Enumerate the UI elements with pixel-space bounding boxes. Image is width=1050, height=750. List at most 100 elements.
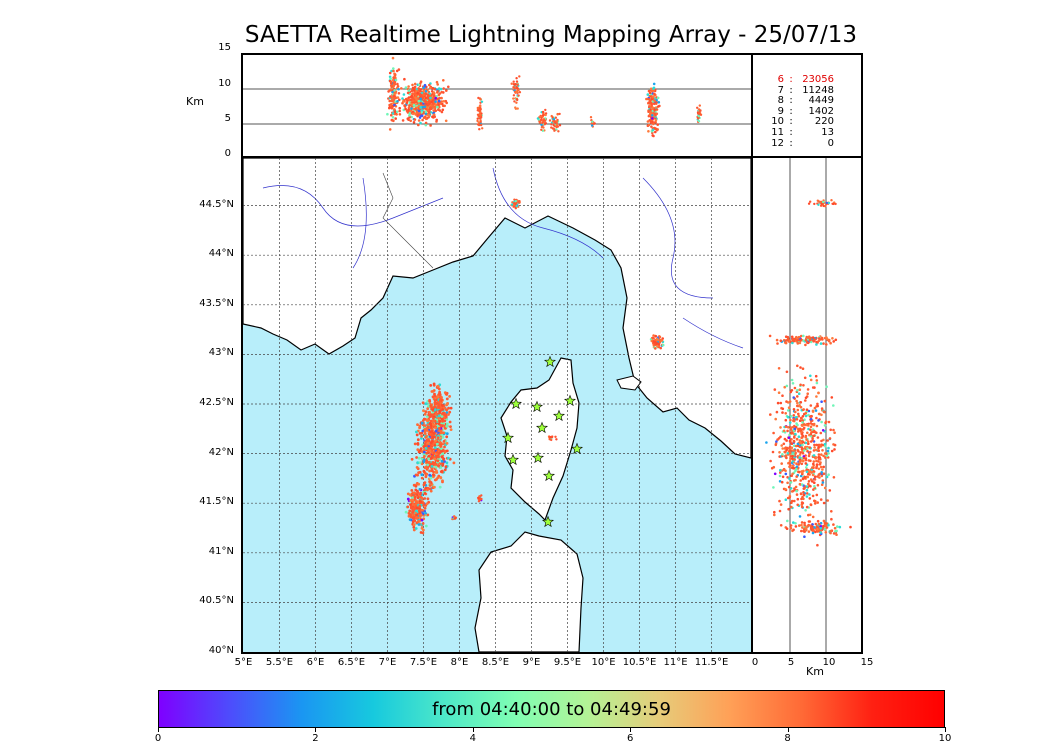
station-stat-number: 8 xyxy=(777,95,784,107)
station-stat-separator: : xyxy=(789,126,793,138)
colorbar-time-range: from 04:40:00 to 04:49:59 xyxy=(432,698,671,720)
longitude-label: 7.5°E xyxy=(409,657,438,668)
station-stat-separator: : xyxy=(789,105,793,117)
latitude-label: 40°N xyxy=(208,645,234,656)
colorbar-tick-mark xyxy=(472,727,474,732)
longitude-label: 10°E xyxy=(591,657,616,668)
station-star-icon xyxy=(541,515,555,528)
longitude-label: 6.5°E xyxy=(337,657,366,668)
colorbar-tick-mark xyxy=(315,727,317,732)
sardinia-land xyxy=(474,531,584,652)
station-star-icon xyxy=(530,400,544,413)
page-title: SAETTA Realtime Lightning Mapping Array … xyxy=(244,22,858,48)
station-stats-table: 6:23056 7:11248 8:4449 9:1402 10:220 11:13 12:… xyxy=(760,74,850,150)
station-stat-number: 9 xyxy=(777,105,784,117)
station-stat-separator: : xyxy=(789,137,793,149)
colorbar-tick-mark xyxy=(158,727,159,732)
latitude-label: 44.5°N xyxy=(199,198,234,210)
station-star-icon xyxy=(506,453,520,466)
colorbar-tick-label: 6 xyxy=(627,733,634,744)
station-stat-row: 7:11248 xyxy=(760,84,850,97)
longitude-label: 9°E xyxy=(522,657,541,668)
longitude-label: 6°E xyxy=(306,657,325,668)
longitude-label: 5.5°E xyxy=(265,657,294,668)
station-stat-count: 11248 xyxy=(802,84,834,96)
longitude-label: 8.5°E xyxy=(481,657,510,668)
time-colorbar: from 04:40:00 to 04:49:59 xyxy=(158,690,945,728)
station-star-icon xyxy=(501,431,515,444)
rivers xyxy=(262,167,744,349)
station-star-icon xyxy=(509,397,523,410)
station-markers xyxy=(501,355,584,528)
station-stat-count: 4449 xyxy=(808,95,834,107)
colorbar-tick-mark xyxy=(630,727,632,732)
station-stat-separator: : xyxy=(789,95,793,107)
latitude-label: 42°N xyxy=(208,446,234,458)
station-stat-row: 6:23056 xyxy=(760,74,850,86)
longitude-label: 8°E xyxy=(450,657,469,668)
station-stat-number: 11 xyxy=(771,126,784,138)
colorbar-tick-label: 4 xyxy=(469,733,476,744)
colorbar-tick-mark xyxy=(945,727,946,732)
elba-island xyxy=(616,375,642,391)
station-stat-row: 9: 1402 xyxy=(760,105,850,118)
station-stat-count: 23056 xyxy=(802,74,834,85)
station-stat-row: 11: 13 xyxy=(760,126,850,139)
altitude-tick: 5 xyxy=(224,113,231,124)
longitude-label: 11.5°E xyxy=(694,657,729,668)
corsica-land xyxy=(500,357,580,522)
map-panel xyxy=(241,156,753,654)
colorbar-tick-label: 8 xyxy=(784,733,791,744)
station-stat-separator: : xyxy=(789,116,793,128)
station-stat-separator: : xyxy=(789,74,793,85)
colorbar-tick-label: 0 xyxy=(154,733,162,744)
station-star-icon xyxy=(552,409,566,422)
latitude-label: 41.5°N xyxy=(199,496,234,508)
longitude-label: 10.5°E xyxy=(622,657,657,668)
altitude-tick: 15 xyxy=(218,42,231,53)
colorbar-tick-label: 10 xyxy=(938,733,952,744)
station-stat-count: 220 xyxy=(814,116,834,128)
station-stat-row: 10: 220 xyxy=(760,117,850,128)
side-unit-label: Km xyxy=(806,665,824,678)
side-scatter xyxy=(765,158,852,652)
station-stat-row: 8: 4449 xyxy=(760,96,850,107)
station-stat-number: 7 xyxy=(777,84,784,96)
station-stat-count: 13 xyxy=(821,126,834,138)
latitude-label: 41°N xyxy=(208,545,234,557)
latitude-label: 44°N xyxy=(208,248,234,260)
station-star-icon xyxy=(570,442,584,455)
longitude-label: 5°E xyxy=(234,657,253,668)
station-star-icon xyxy=(531,451,545,464)
latitude-label: 43.5°N xyxy=(199,297,234,309)
longitude-label: 11°E xyxy=(663,657,688,668)
colorbar-tick-mark xyxy=(787,727,789,732)
station-stat-row: 12: 0 xyxy=(760,137,850,150)
station-star-icon xyxy=(563,394,577,407)
mainland-land xyxy=(243,158,751,459)
altitude-latitude-panel xyxy=(751,156,863,654)
longitude-label: 9.5°E xyxy=(553,657,582,668)
lightning-sources xyxy=(404,198,665,535)
altitude-unit-label: Km xyxy=(186,95,204,108)
latitude-label: 40.5°N xyxy=(199,595,234,607)
latitude-label: 42.5°N xyxy=(199,397,234,408)
side-tick: 5 xyxy=(787,657,795,668)
station-stat-count: 1402 xyxy=(808,105,834,117)
altitude-tick: 0 xyxy=(224,148,231,159)
station-star-icon xyxy=(543,355,557,368)
station-stat-number: 6 xyxy=(777,74,784,85)
altitude-tick: 10 xyxy=(218,78,231,89)
station-stat-count: 0 xyxy=(827,137,834,149)
latitude-label: 43°N xyxy=(208,347,234,359)
altitude-scatter xyxy=(243,56,751,138)
station-star-icon xyxy=(542,469,556,482)
longitude-label: 7°E xyxy=(378,657,397,668)
map-canvas xyxy=(243,158,751,652)
side-tick: 10 xyxy=(822,657,836,668)
station-star-icon xyxy=(535,421,549,434)
altitude-time-panel xyxy=(241,53,753,158)
station-stat-number: 12 xyxy=(771,137,784,149)
lat-lon-grid xyxy=(243,158,751,652)
colorbar-tick-label: 2 xyxy=(312,733,319,744)
